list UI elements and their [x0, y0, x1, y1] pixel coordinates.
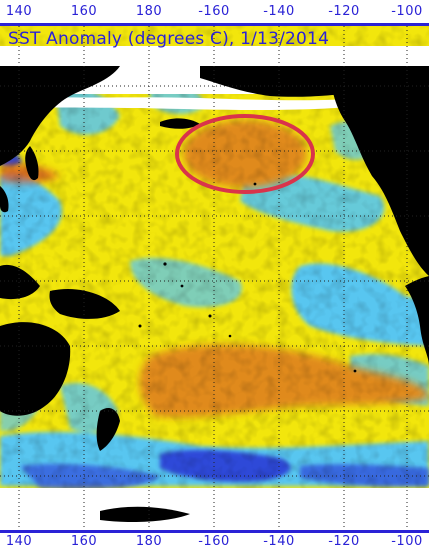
- bottom-longitude-axis: 140 160 180 -160 -140 -120 -100: [0, 530, 429, 556]
- asia-continent: [0, 66, 120, 166]
- alaska-north: [200, 66, 360, 97]
- longitude-tick-label: -140: [263, 534, 295, 549]
- island-speck: [253, 182, 257, 186]
- antarctica-edge: [100, 506, 190, 522]
- longitude-tick-label: -100: [391, 4, 423, 19]
- island-speck: [163, 262, 167, 266]
- longitude-tick-label: 180: [135, 534, 163, 549]
- indonesia-islands: [0, 264, 40, 300]
- longitude-tick-label: 140: [5, 534, 33, 549]
- longitude-tick-label: -160: [198, 4, 230, 19]
- taiwan-island: [0, 186, 9, 213]
- sst-anomaly-map: [0, 26, 429, 530]
- top-longitude-axis: 140 160 180 -160 -140 -120 -100: [0, 0, 429, 26]
- axis-line: [0, 23, 429, 26]
- highlight-circle: [175, 114, 315, 194]
- new-zealand: [96, 407, 120, 451]
- island-speck: [208, 314, 212, 318]
- axis-line: [0, 530, 429, 533]
- island-speck: [138, 324, 142, 328]
- japan-islands: [25, 146, 39, 181]
- longitude-tick-label: 140: [5, 4, 33, 19]
- longitude-tick-label: 160: [70, 534, 98, 549]
- longitude-tick-label: -140: [263, 4, 295, 19]
- longitude-tick-label: -120: [328, 4, 360, 19]
- aleutian-islands: [160, 118, 200, 129]
- island-speck: [180, 284, 184, 288]
- longitude-tick-label: -100: [391, 534, 423, 549]
- new-guinea: [49, 288, 120, 319]
- island-speck: [228, 334, 232, 338]
- south-america-west-coast: [405, 276, 429, 366]
- map-title: SST Anomaly (degrees C), 1/13/2014: [8, 29, 330, 49]
- longitude-tick-label: 180: [135, 4, 163, 19]
- island-specks: [138, 182, 357, 373]
- longitude-tick-label: -160: [198, 534, 230, 549]
- longitude-tick-label: -120: [328, 534, 360, 549]
- north-america: [330, 66, 429, 276]
- land-masses: [0, 66, 429, 522]
- australia: [0, 322, 71, 416]
- longitude-tick-label: 160: [70, 4, 98, 19]
- sea-ice-no-data: [0, 94, 360, 110]
- graticule: [0, 26, 429, 530]
- island-speck: [353, 369, 357, 373]
